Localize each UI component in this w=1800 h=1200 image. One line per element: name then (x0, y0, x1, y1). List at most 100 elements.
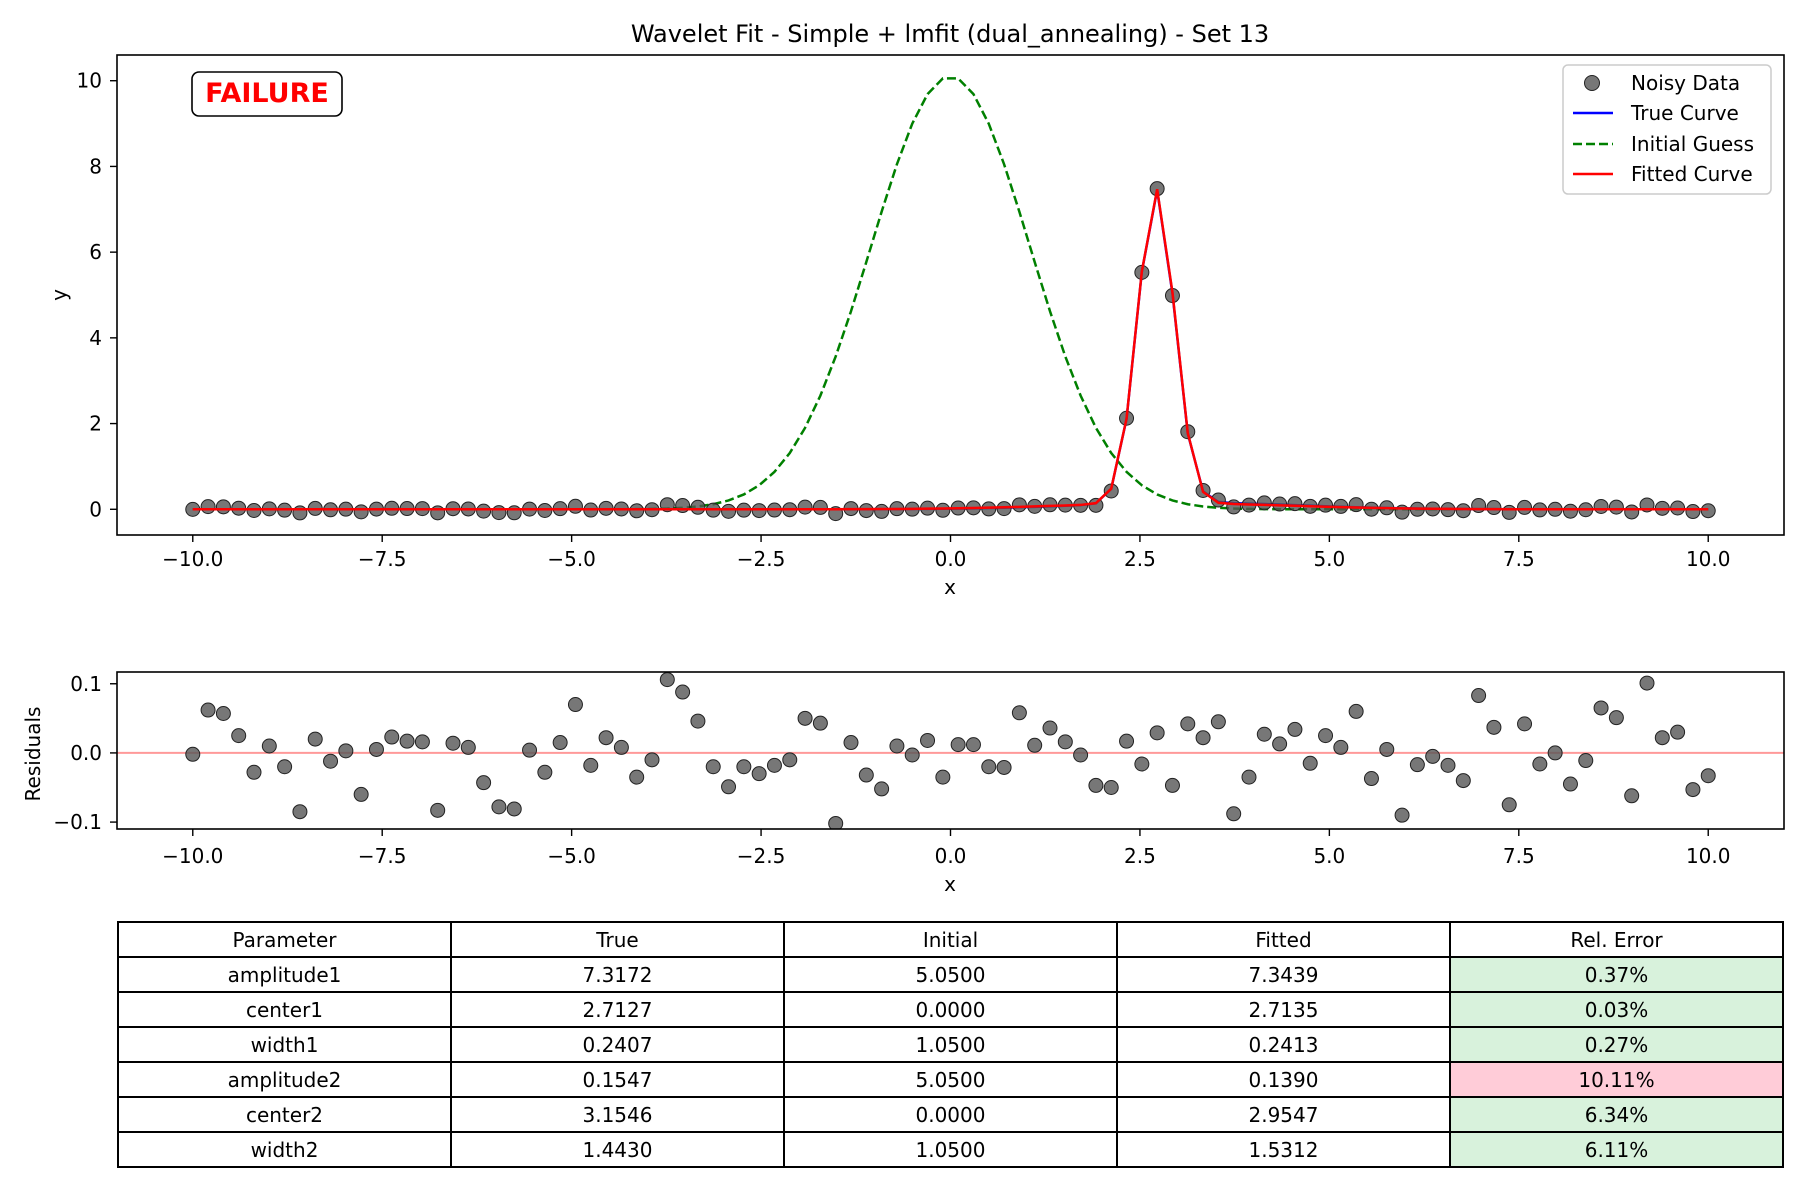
status-label: FAILURE (205, 78, 329, 109)
chart-title: Wavelet Fit - Simple + lmfit (dual_annea… (631, 20, 1269, 48)
true-value-cell: 2.7127 (450, 991, 785, 1028)
fitted-value-cell: 1.5312 (1116, 1131, 1451, 1168)
true-value-cell: 7.3172 (450, 956, 785, 993)
table-header-cell: Initial (783, 921, 1118, 958)
x-tick-label: −7.5 (358, 547, 407, 571)
residual-point (874, 781, 890, 797)
x-tick-label: 0.0 (935, 547, 967, 571)
rel-error-cell: 6.34% (1449, 1096, 1784, 1133)
residual-point (215, 706, 231, 721)
noisy-data-point (1486, 500, 1502, 516)
noisy-data-point (1685, 504, 1701, 520)
x-tick-label: 7.5 (1503, 844, 1535, 868)
residual-point (1042, 720, 1058, 736)
residual-point (583, 757, 599, 773)
status-badge-box (191, 71, 343, 117)
x-tick-label: −5.0 (547, 547, 596, 571)
residual-point (1608, 710, 1624, 726)
residual-point (736, 759, 752, 775)
noisy-data-point (690, 499, 706, 515)
noisy-data-point (506, 505, 522, 521)
noisy-data-point (292, 505, 308, 521)
residual-point (690, 713, 706, 729)
param-name-cell: amplitude2 (117, 1061, 452, 1098)
residual-point (277, 759, 293, 775)
residual-point (965, 737, 981, 753)
noisy-data-point (1088, 497, 1104, 513)
residual-point (231, 728, 247, 744)
residual-point (721, 779, 737, 795)
rel-error-cell: 0.27% (1449, 1026, 1784, 1063)
residual-point (323, 753, 339, 769)
table-row: amplitude1 7.3172 5.0500 7.3439 0.37% (117, 956, 1784, 993)
x-tick-label: −10.0 (162, 844, 223, 868)
x-tick-label: −5.0 (547, 844, 596, 868)
y-tick-label: −0.1 (53, 810, 102, 834)
residual-point (766, 757, 782, 773)
table-row: center1 2.7127 0.0000 2.7135 0.03% (117, 991, 1784, 1028)
residual-point (1011, 705, 1027, 721)
residual-point (1256, 726, 1272, 742)
x-tick-label: 5.0 (1313, 547, 1345, 571)
noisy-data-point (1287, 496, 1303, 512)
residual-point (1547, 745, 1563, 761)
param-name-cell: amplitude1 (117, 956, 452, 993)
residual-point (1302, 755, 1318, 771)
noisy-data-point (1318, 497, 1334, 513)
main-plot: −10.0 −7.5 −5.0 −2.5 0.0 2.5 5.0 7.5 10.0 0 2 4 6 8 1… (47, 54, 1785, 599)
noisy-data-point (1517, 499, 1533, 515)
true-value-cell: 0.2407 (450, 1026, 785, 1063)
param-name-cell: width1 (117, 1026, 452, 1063)
residual-point (552, 735, 568, 751)
residual-point (1073, 747, 1089, 763)
initial-value-cell: 5.0500 (783, 956, 1118, 993)
residuals-y-label: Residuals (21, 707, 45, 802)
table-row: amplitude2 0.1547 5.0500 0.1390 10.11% (117, 1061, 1784, 1098)
param-name-cell: center1 (117, 991, 452, 1028)
residual-point (782, 752, 798, 768)
fitted-value-cell: 2.7135 (1116, 991, 1451, 1028)
residual-point (920, 732, 936, 748)
noisy-data-point (1256, 495, 1272, 511)
true-value-cell: 3.1546 (450, 1096, 785, 1133)
noisy-data-point (1624, 504, 1640, 520)
table-header-row: Parameter True Initial Fitted Rel. Error (117, 921, 1784, 958)
noisy-data-point (215, 499, 231, 515)
legend-initial-label: Initial Guess (1631, 132, 1754, 156)
residual-point (996, 759, 1012, 775)
fitted-value-cell: 2.9547 (1116, 1096, 1451, 1133)
y-tick-label: 4 (89, 326, 102, 350)
residual-point (751, 766, 767, 782)
residuals-x-label: x (944, 872, 956, 896)
residual-point (368, 741, 384, 757)
residual-point (1164, 777, 1180, 793)
y-tick-label: 10 (77, 69, 102, 93)
residual-point (414, 734, 430, 750)
residual-point (843, 735, 859, 751)
noisy-data-point (567, 498, 583, 514)
residuals-plot-frame (116, 671, 1785, 830)
main-x-label: x (944, 575, 956, 599)
residual-point (1134, 756, 1150, 772)
table-header-cell: Fitted (1116, 921, 1451, 958)
y-tick-label: 0 (89, 497, 102, 521)
residual-point (1455, 773, 1471, 789)
residual-point (261, 738, 277, 754)
residual-point (812, 715, 828, 731)
fitted-curve-line (192, 188, 1709, 511)
residual-point (904, 747, 920, 763)
residual-point (460, 739, 476, 755)
y-tick-label: 2 (89, 412, 102, 436)
main-y-ticks: 0 2 4 6 8 10 (77, 69, 117, 521)
noisy-data-point (353, 504, 369, 520)
rel-error-cell: 0.03% (1449, 991, 1784, 1028)
residuals-plot: −10.0 −7.5 −5.0 −2.5 0.0 2.5 5.0 7.5 10.0 −0.1 0.… (21, 671, 1785, 896)
residual-point (384, 729, 400, 745)
noisy-data-point (430, 505, 446, 521)
residual-point (185, 746, 201, 762)
fitted-value-cell: 0.2413 (1116, 1026, 1451, 1063)
noisy-data-point (935, 502, 951, 518)
residual-point (1624, 788, 1640, 804)
fitted-value-cell: 0.1390 (1116, 1061, 1451, 1098)
residual-point (399, 733, 415, 749)
